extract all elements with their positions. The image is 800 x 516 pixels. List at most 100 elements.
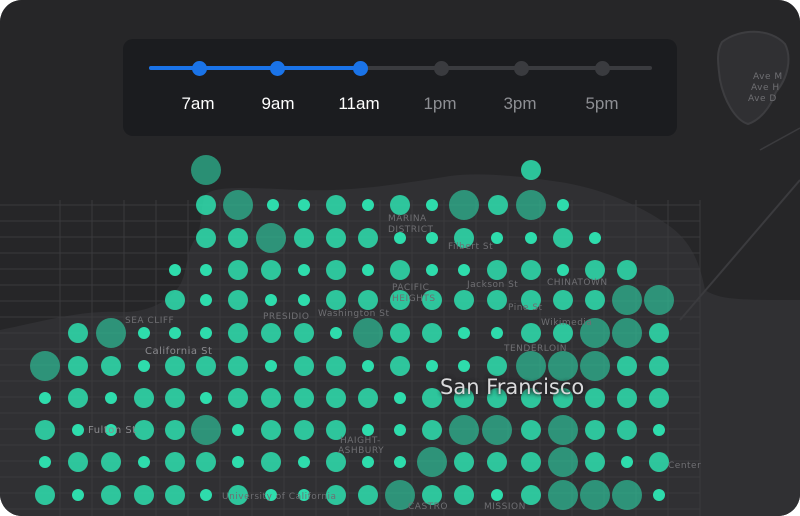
density-dot[interactable] — [362, 424, 374, 436]
density-dot[interactable] — [68, 323, 88, 343]
density-dot[interactable] — [326, 195, 346, 215]
density-dot[interactable] — [580, 351, 610, 381]
density-dot[interactable] — [223, 190, 253, 220]
density-dot[interactable] — [482, 415, 512, 445]
density-dot[interactable] — [521, 420, 541, 440]
density-dot[interactable] — [458, 264, 470, 276]
density-dot[interactable] — [294, 228, 314, 248]
density-dot[interactable] — [487, 260, 507, 280]
density-dot[interactable] — [353, 318, 383, 348]
density-dot[interactable] — [261, 323, 281, 343]
density-dot[interactable] — [548, 447, 578, 477]
slider-knob-9am[interactable] — [269, 60, 285, 76]
density-dot[interactable] — [326, 228, 346, 248]
density-dot[interactable] — [454, 290, 474, 310]
density-dot[interactable] — [649, 356, 669, 376]
density-dot[interactable] — [612, 318, 642, 348]
density-dot[interactable] — [228, 323, 248, 343]
density-dot[interactable] — [362, 264, 374, 276]
density-dot[interactable] — [105, 392, 117, 404]
density-dot[interactable] — [200, 327, 212, 339]
density-dot[interactable] — [553, 290, 573, 310]
slider-knob-3pm[interactable] — [513, 60, 529, 76]
density-dot[interactable] — [196, 356, 216, 376]
density-dot[interactable] — [525, 232, 537, 244]
density-dot[interactable] — [298, 294, 310, 306]
density-dot[interactable] — [390, 260, 410, 280]
density-dot[interactable] — [261, 420, 281, 440]
density-dot[interactable] — [491, 232, 503, 244]
density-dot[interactable] — [585, 290, 605, 310]
density-dot[interactable] — [228, 485, 248, 505]
density-dot[interactable] — [449, 415, 479, 445]
density-dot[interactable] — [385, 480, 415, 510]
density-dot[interactable] — [200, 264, 212, 276]
density-dot[interactable] — [228, 228, 248, 248]
density-dot[interactable] — [548, 415, 578, 445]
density-dot[interactable] — [585, 260, 605, 280]
slider-knob-1pm[interactable] — [433, 60, 449, 76]
density-dot[interactable] — [621, 456, 633, 468]
density-dot[interactable] — [228, 356, 248, 376]
density-dot[interactable] — [165, 290, 185, 310]
density-dot[interactable] — [265, 294, 277, 306]
density-dot[interactable] — [72, 424, 84, 436]
density-dot[interactable] — [649, 388, 669, 408]
density-dot[interactable] — [200, 489, 212, 501]
density-dot[interactable] — [362, 199, 374, 211]
slider-knob-7am[interactable] — [191, 60, 207, 76]
density-dot[interactable] — [390, 323, 410, 343]
density-dot[interactable] — [228, 290, 248, 310]
density-dot[interactable] — [426, 264, 438, 276]
density-dot[interactable] — [138, 456, 150, 468]
density-dot[interactable] — [649, 452, 669, 472]
density-dot[interactable] — [394, 424, 406, 436]
density-dot[interactable] — [358, 228, 378, 248]
density-dot[interactable] — [521, 323, 541, 343]
density-dot[interactable] — [487, 356, 507, 376]
density-dot[interactable] — [326, 485, 346, 505]
density-dot[interactable] — [426, 232, 438, 244]
density-dot[interactable] — [39, 456, 51, 468]
density-dot[interactable] — [390, 195, 410, 215]
density-dot[interactable] — [553, 228, 573, 248]
density-dot[interactable] — [580, 480, 610, 510]
density-dot[interactable] — [390, 356, 410, 376]
density-dot[interactable] — [105, 424, 117, 436]
density-dot[interactable] — [35, 420, 55, 440]
density-dot[interactable] — [488, 195, 508, 215]
density-dot[interactable] — [68, 388, 88, 408]
density-dot[interactable] — [491, 327, 503, 339]
density-dot[interactable] — [617, 420, 637, 440]
density-dot[interactable] — [169, 327, 181, 339]
density-dot[interactable] — [228, 260, 248, 280]
density-dot[interactable] — [39, 392, 51, 404]
density-dot[interactable] — [165, 485, 185, 505]
density-dot[interactable] — [256, 223, 286, 253]
density-dot[interactable] — [426, 199, 438, 211]
density-dot[interactable] — [326, 420, 346, 440]
density-dot[interactable] — [390, 290, 410, 310]
density-dot[interactable] — [200, 392, 212, 404]
density-dot[interactable] — [358, 290, 378, 310]
density-dot[interactable] — [454, 452, 474, 472]
density-dot[interactable] — [362, 360, 374, 372]
density-dot[interactable] — [298, 489, 310, 501]
density-dot[interactable] — [557, 199, 569, 211]
density-dot[interactable] — [644, 285, 674, 315]
density-dot[interactable] — [134, 388, 154, 408]
time-label-9am[interactable]: 9am — [261, 94, 295, 113]
density-dot[interactable] — [326, 290, 346, 310]
density-dot[interactable] — [653, 489, 665, 501]
density-dot[interactable] — [617, 356, 637, 376]
density-dot[interactable] — [422, 388, 442, 408]
density-dot[interactable] — [653, 424, 665, 436]
density-dot[interactable] — [138, 327, 150, 339]
density-dot[interactable] — [612, 285, 642, 315]
density-dot[interactable] — [134, 420, 154, 440]
density-dot[interactable] — [394, 392, 406, 404]
density-dot[interactable] — [487, 452, 507, 472]
density-dot[interactable] — [294, 388, 314, 408]
density-dot[interactable] — [196, 228, 216, 248]
density-dot[interactable] — [101, 452, 121, 472]
